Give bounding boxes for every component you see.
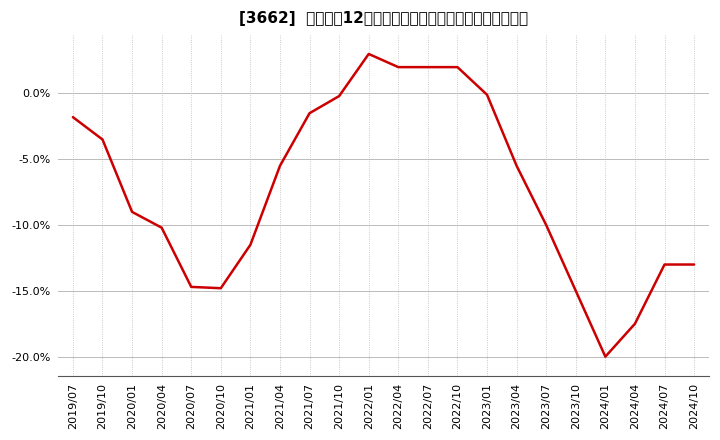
Title: [3662]  売上高の12か月移動合計の対前年同期増減率の推移: [3662] 売上高の12か月移動合計の対前年同期増減率の推移	[239, 11, 528, 26]
